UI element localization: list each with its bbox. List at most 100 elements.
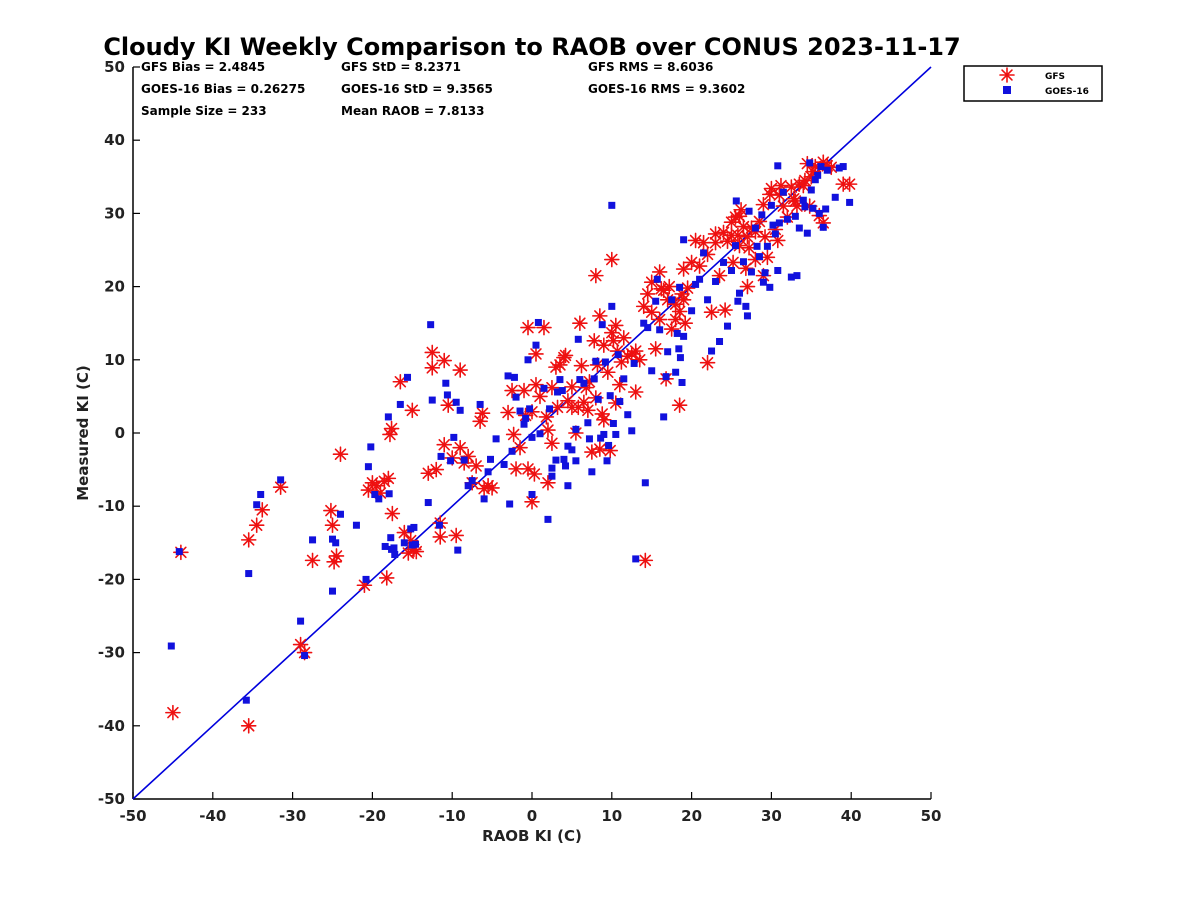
x-axis-label: RAOB KI (C) [482, 827, 582, 845]
goes16-point [437, 452, 445, 460]
gfs-point [548, 359, 564, 375]
goes16-point [580, 379, 588, 387]
goes16-point [396, 400, 404, 408]
gfs-point [627, 384, 644, 400]
goes16-point [771, 230, 779, 238]
gfs-point [512, 439, 528, 456]
goes16-point [428, 396, 436, 404]
gfs-point [383, 420, 400, 437]
y-tick-label: -20 [98, 570, 125, 588]
goes16-point [600, 430, 608, 438]
goes16-point [835, 164, 843, 172]
gfs-point [707, 234, 724, 251]
goes16-point [720, 258, 728, 266]
goes16-point [787, 273, 795, 281]
goes16-point [375, 495, 383, 503]
goes16-point [384, 413, 392, 421]
y-tick-label: 50 [104, 58, 125, 76]
gfs-point [789, 198, 805, 214]
goes16-point [696, 275, 704, 283]
goes16-point [504, 372, 512, 380]
goes16-point [603, 457, 611, 465]
goes16-point [362, 575, 370, 583]
gfs-point [436, 352, 453, 369]
goes16-point [468, 477, 476, 485]
goes16-point [508, 447, 516, 455]
gfs-point [699, 354, 716, 371]
goes16-point [819, 223, 827, 231]
goes16-point [795, 224, 803, 232]
goes16-point [588, 468, 596, 476]
goes16-point [822, 205, 830, 213]
gfs-point [432, 529, 449, 545]
gfs-point [675, 261, 692, 277]
gfs-point [505, 426, 522, 443]
goes16-point [309, 536, 317, 544]
gfs-point [592, 441, 608, 457]
goes16-point [329, 535, 336, 543]
goes16-point [624, 411, 632, 419]
goes16-point [662, 373, 670, 381]
goes16-point [460, 456, 468, 464]
gfs-point [717, 302, 733, 318]
gfs-point [540, 474, 556, 491]
goes16-point [601, 358, 609, 366]
goes16-point [728, 266, 735, 274]
gfs-point [328, 548, 345, 564]
stat-gfs-bias: GFS Bias = 2.4845 [141, 60, 265, 74]
goes16-point [410, 523, 418, 531]
goes16-point [546, 405, 554, 413]
gfs-point [572, 315, 588, 332]
goes16-point [608, 201, 616, 209]
x-tick-label: 10 [601, 807, 622, 825]
goes16-point [385, 490, 393, 498]
goes16-point [769, 221, 777, 229]
goes16-point [480, 495, 488, 503]
gfs-point [452, 362, 468, 378]
goes16-point [783, 215, 791, 223]
goes16-point [606, 392, 614, 400]
goes16-point [364, 463, 372, 471]
goes16-point [301, 652, 309, 660]
goes16-point [484, 468, 492, 476]
goes16-point [799, 196, 807, 204]
goes16-point [616, 398, 624, 406]
goes16-point [534, 318, 542, 326]
y-axis-label: Measured KI (C) [74, 365, 92, 501]
gfs-point [651, 311, 668, 328]
goes16-point [487, 455, 495, 463]
goes16-point [735, 289, 743, 297]
gfs-point [304, 552, 321, 569]
stat-gfs-rms: GFS RMS = 8.6036 [588, 60, 713, 74]
gfs-point [841, 176, 858, 192]
goes16-point [390, 544, 398, 552]
y-tick-label: -40 [98, 717, 125, 735]
gfs-point [240, 717, 257, 734]
stat-sample-size: Sample Size = 233 [141, 104, 267, 118]
gfs-point [526, 466, 543, 482]
gfs-point [404, 402, 421, 419]
gfs-point [603, 251, 620, 268]
gfs-point [584, 444, 600, 460]
x-tick-label: 30 [761, 807, 782, 825]
goes16-point [766, 283, 774, 291]
legend-gfs-label: GFS [1045, 72, 1065, 82]
goes16-point [807, 186, 815, 194]
goes16-point [528, 433, 536, 441]
goes16-point [597, 434, 605, 442]
goes16-point [450, 433, 458, 441]
gfs-point [661, 278, 678, 295]
goes16-point [257, 490, 265, 498]
goes16-point [297, 617, 305, 625]
gfs-series [165, 154, 858, 734]
y-tick-label: -10 [98, 497, 125, 515]
gfs-point [324, 517, 341, 534]
gfs-point [600, 364, 616, 381]
goes16-point [675, 345, 683, 353]
gfs-point [671, 303, 688, 320]
goes16-point [640, 319, 648, 327]
goes16-point [652, 297, 660, 305]
gfs-point [596, 412, 612, 428]
goes16-point [427, 321, 435, 329]
goes16-point [688, 307, 696, 315]
